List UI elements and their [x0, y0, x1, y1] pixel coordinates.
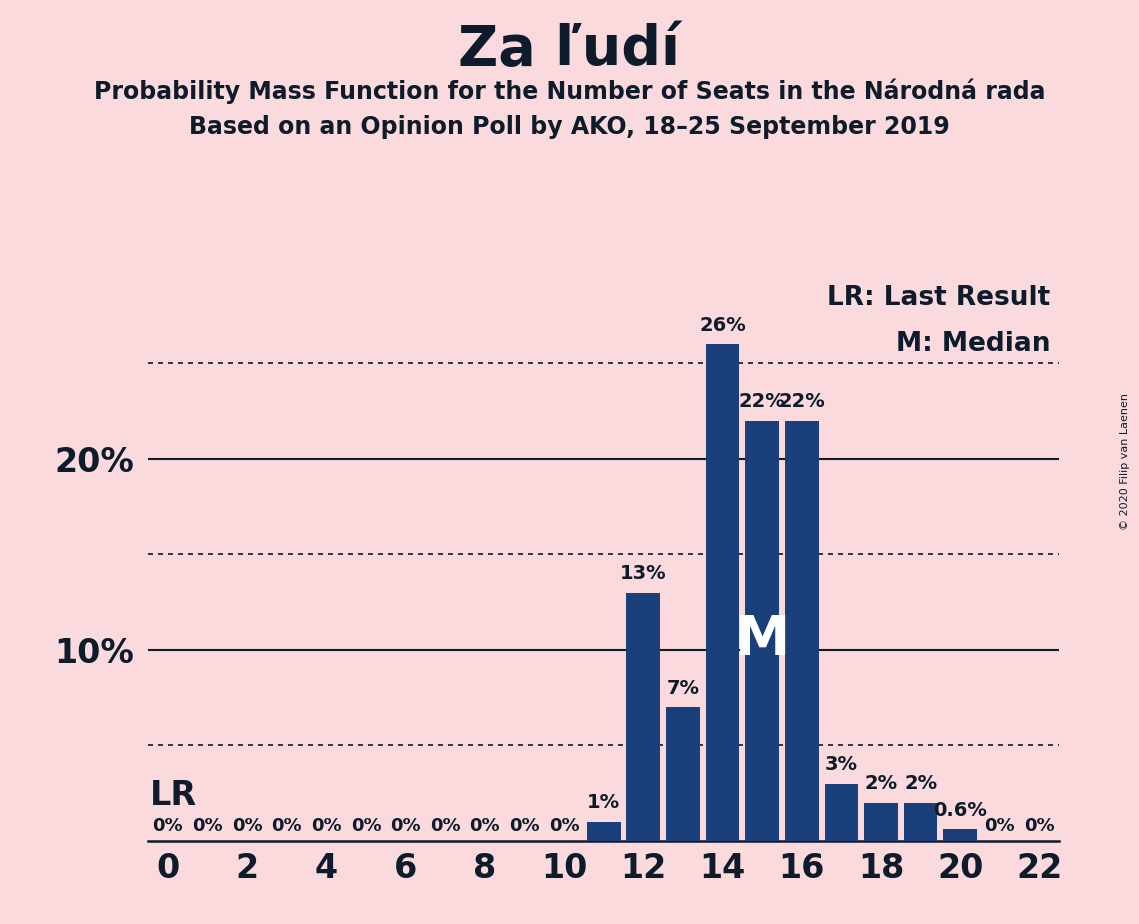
Text: 0%: 0%: [469, 817, 500, 835]
Text: 0.6%: 0.6%: [933, 801, 988, 820]
Bar: [943, 830, 977, 841]
Text: Za ľudí: Za ľudí: [459, 23, 680, 77]
Bar: [587, 821, 621, 841]
Text: © 2020 Filip van Laenen: © 2020 Filip van Laenen: [1121, 394, 1130, 530]
Text: 13%: 13%: [620, 564, 666, 583]
Bar: [666, 707, 699, 841]
Text: 7%: 7%: [666, 678, 699, 698]
Text: 0%: 0%: [311, 817, 342, 835]
Text: 0%: 0%: [984, 817, 1015, 835]
Bar: [745, 420, 779, 841]
Text: 2%: 2%: [904, 774, 937, 793]
Text: 0%: 0%: [391, 817, 421, 835]
Text: 0%: 0%: [232, 817, 262, 835]
Text: LR: Last Result: LR: Last Result: [827, 286, 1050, 311]
Text: 22%: 22%: [739, 392, 786, 411]
Text: 2%: 2%: [865, 774, 898, 793]
Text: 26%: 26%: [699, 316, 746, 334]
Bar: [626, 592, 661, 841]
Text: 1%: 1%: [587, 793, 621, 812]
Text: 0%: 0%: [153, 817, 183, 835]
Text: Probability Mass Function for the Number of Seats in the Národná rada: Probability Mass Function for the Number…: [93, 79, 1046, 104]
Bar: [903, 803, 937, 841]
Bar: [785, 420, 819, 841]
Text: 0%: 0%: [351, 817, 382, 835]
Text: 3%: 3%: [825, 755, 858, 774]
Text: Based on an Opinion Poll by AKO, 18–25 September 2019: Based on an Opinion Poll by AKO, 18–25 S…: [189, 115, 950, 139]
Text: 0%: 0%: [1024, 817, 1055, 835]
Bar: [706, 345, 739, 841]
Text: LR: LR: [150, 779, 197, 812]
Text: M: M: [735, 614, 789, 667]
Text: 22%: 22%: [778, 392, 825, 411]
Text: 0%: 0%: [549, 817, 580, 835]
Text: M: Median: M: Median: [895, 331, 1050, 357]
Text: 0%: 0%: [271, 817, 302, 835]
Text: 0%: 0%: [429, 817, 460, 835]
Text: 0%: 0%: [192, 817, 223, 835]
Text: 0%: 0%: [509, 817, 540, 835]
Bar: [825, 784, 858, 841]
Bar: [865, 803, 898, 841]
